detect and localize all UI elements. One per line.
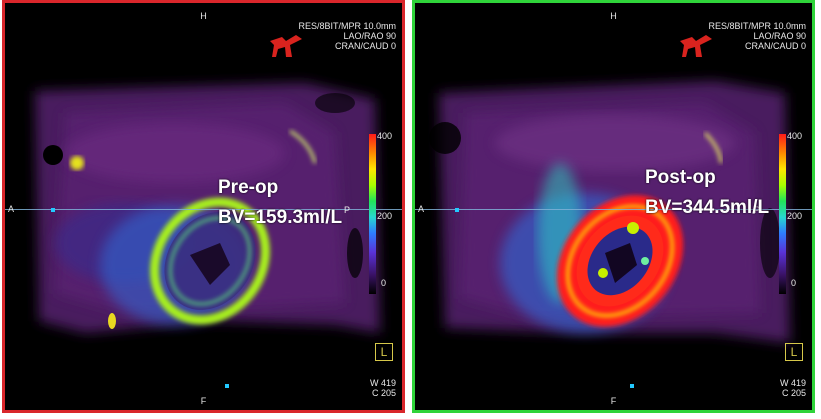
overlay-value: BV=159.3ml/L	[218, 207, 343, 228]
colorbar-max: 400	[376, 131, 392, 141]
info-line: LAO/RAO 90	[753, 31, 806, 41]
postop-perfusion-image	[429, 81, 790, 343]
crosshair-marker[interactable]	[51, 208, 55, 212]
colorbar-mid: 200	[376, 211, 392, 221]
info-line: CRAN/CAUD 0	[334, 41, 396, 51]
viewport-postop[interactable]: H F A P RES/8BIT/MPR 10.0mm LAO/RAO 90 C…	[412, 0, 815, 413]
orientation-right: P	[753, 205, 760, 215]
window-level: W 419 C 205	[370, 378, 396, 398]
overlay-title: Post-op	[645, 167, 716, 188]
orientation-left: A	[8, 204, 15, 214]
crosshair-marker[interactable]	[455, 208, 459, 212]
orientation-left: A	[418, 204, 425, 214]
overlay-label: Pre-op BV=159.3ml/L	[218, 173, 342, 233]
overlay-title: Pre-op	[218, 177, 279, 198]
colorbar-mid: 200	[786, 211, 802, 221]
view-orientation-icon[interactable]: L	[375, 343, 393, 361]
orientation-figure-icon	[680, 35, 712, 57]
info-line: LAO/RAO 90	[343, 31, 396, 41]
orientation-top: H	[610, 11, 617, 21]
window-width: W 419	[779, 378, 806, 388]
window-level: W 419 C 205	[780, 378, 806, 398]
orientation-top: H	[200, 11, 207, 21]
orientation-figure-icon	[270, 35, 302, 57]
acquisition-info: RES/8BIT/MPR 10.0mm LAO/RAO 90 CRAN/CAUD…	[298, 21, 396, 51]
preop-perfusion-image	[35, 83, 380, 333]
colorbar-max: 400	[786, 131, 802, 141]
bottom-marker	[630, 384, 634, 388]
bottom-marker	[225, 384, 229, 388]
overlay-label: Post-op BV=344.5ml/L	[645, 163, 769, 223]
acquisition-info: RES/8BIT/MPR 10.0mm LAO/RAO 90 CRAN/CAUD…	[708, 21, 806, 51]
viewport-preop[interactable]: H F A P RES/8BIT/MPR 10.0mm LAO/RAO 90 C…	[2, 0, 405, 413]
window-width: W 419	[369, 378, 396, 388]
colorbar-min: 0	[380, 278, 386, 288]
window-center: C 205	[781, 388, 806, 398]
orientation-bottom: F	[200, 396, 207, 406]
info-line: RES/8BIT/MPR 10.0mm	[708, 21, 806, 31]
color-scale-bar	[779, 134, 786, 294]
window-center: C 205	[371, 388, 396, 398]
orientation-right: P	[343, 205, 350, 215]
crosshair-line[interactable]	[415, 209, 812, 210]
overlay-value: BV=344.5ml/L	[645, 197, 770, 218]
crosshair-line[interactable]	[5, 209, 402, 210]
info-line: RES/8BIT/MPR 10.0mm	[298, 21, 396, 31]
info-line: CRAN/CAUD 0	[744, 41, 806, 51]
colorbar-min: 0	[790, 278, 796, 288]
view-orientation-icon[interactable]: L	[785, 343, 803, 361]
orientation-bottom: F	[610, 396, 617, 406]
color-scale-bar	[369, 134, 376, 294]
